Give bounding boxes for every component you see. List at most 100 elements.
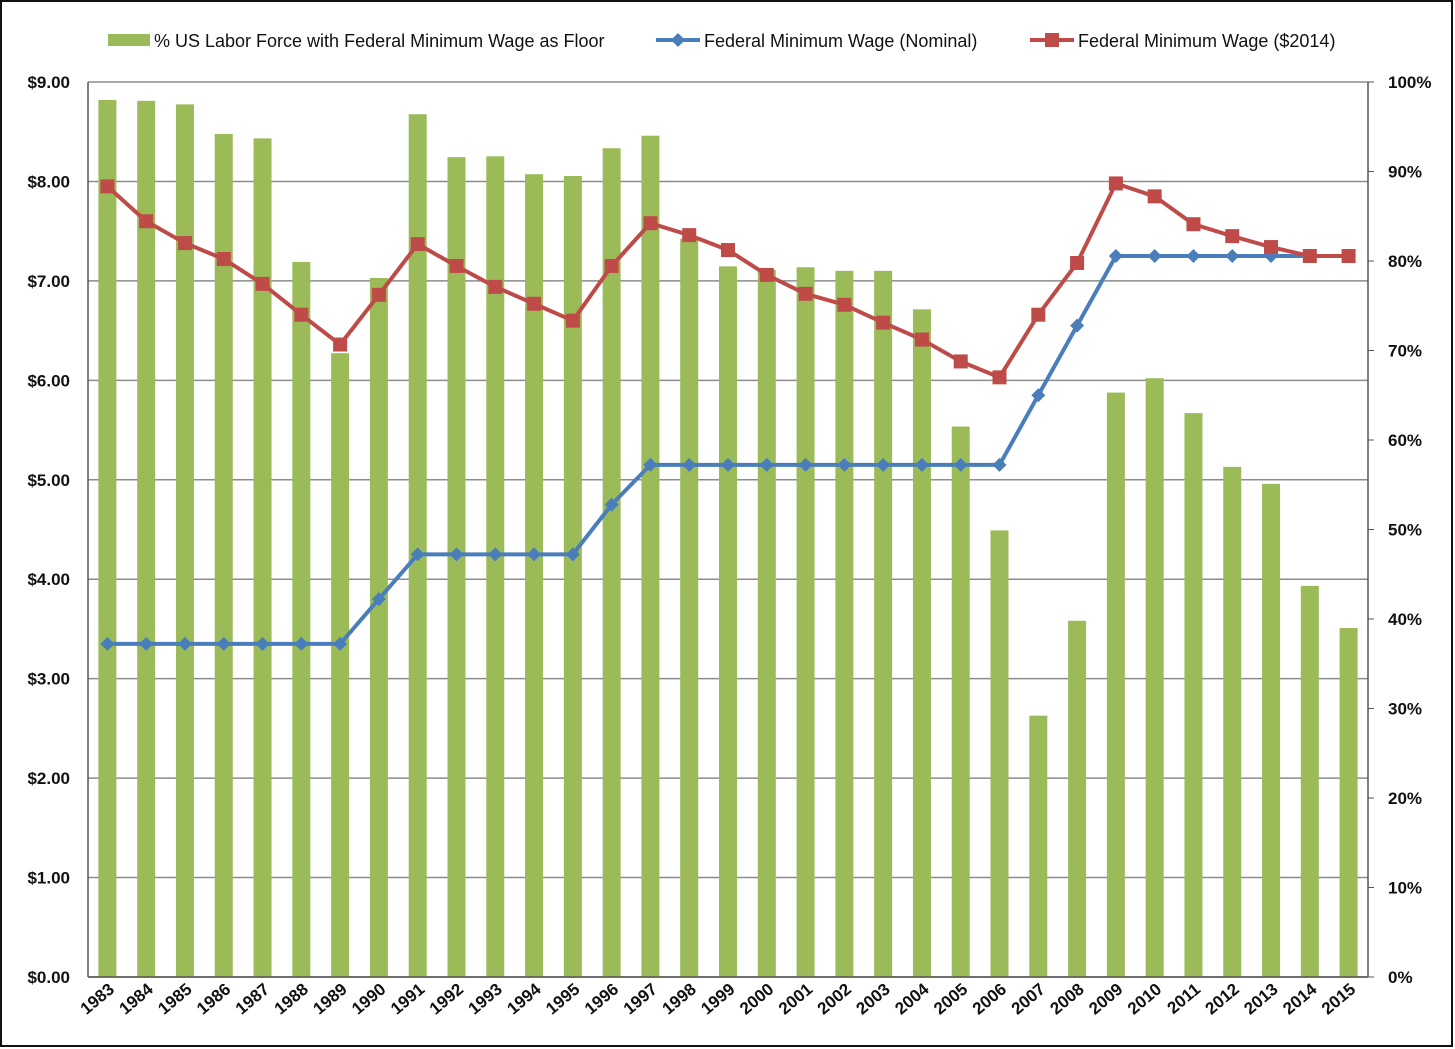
marker (565, 547, 580, 562)
y2-tick-label: 70% (1388, 342, 1422, 361)
bar (486, 156, 505, 977)
marker (1031, 388, 1046, 403)
legend-marker (1045, 33, 1059, 47)
x-tick-label: 2000 (736, 980, 777, 1019)
legend-swatch (108, 34, 150, 46)
marker (1147, 189, 1162, 204)
x-tick-label: 2009 (1085, 980, 1126, 1019)
marker (759, 457, 774, 472)
legend-label: Federal Minimum Wage ($2014) (1078, 31, 1335, 51)
marker (643, 216, 658, 231)
x-tick-label: 1988 (271, 980, 312, 1019)
x-tick-label: 2014 (1279, 979, 1321, 1018)
y2-tick-label: 60% (1388, 431, 1422, 450)
y-tick-label: $4.00 (27, 570, 70, 589)
marker (604, 258, 619, 273)
bar (175, 104, 194, 977)
marker (255, 276, 270, 291)
x-tick-label: 1999 (697, 980, 738, 1019)
y-tick-label: $1.00 (27, 869, 70, 888)
marker (177, 236, 192, 251)
marker (992, 370, 1007, 385)
marker (216, 252, 231, 267)
marker (1302, 249, 1317, 264)
marker (953, 354, 968, 369)
marker (294, 636, 309, 651)
bar (719, 266, 737, 977)
bar (1106, 392, 1125, 977)
marker (604, 497, 619, 512)
x-tick-label: 1987 (232, 980, 273, 1019)
marker (216, 636, 231, 651)
marker (953, 457, 968, 472)
y-tick-label: $6.00 (27, 371, 70, 390)
x-tick-label: 1991 (387, 980, 428, 1019)
bar (641, 135, 660, 977)
marker (139, 636, 154, 651)
x-tick-label: 1998 (659, 980, 700, 1019)
marker (410, 237, 425, 252)
bar (990, 530, 1009, 977)
x-tick-label: 1983 (77, 980, 118, 1019)
x-tick-label: 2002 (814, 980, 855, 1019)
bar (331, 353, 350, 977)
x-tick-label: 2012 (1202, 980, 1243, 1019)
marker (682, 228, 697, 243)
y-tick-label: $2.00 (27, 769, 70, 788)
marker (682, 457, 697, 472)
marker (1070, 255, 1085, 270)
marker (100, 179, 115, 194)
legend-label: % US Labor Force with Federal Minimum Wa… (154, 31, 604, 51)
x-tick-label: 1990 (348, 980, 389, 1019)
bar (447, 157, 466, 977)
marker (371, 592, 386, 607)
x-tick-label: 1993 (465, 980, 506, 1019)
marker (798, 457, 813, 472)
bar (408, 114, 427, 978)
y-tick-label: $3.00 (27, 670, 70, 689)
x-tick-label: 2007 (1008, 980, 1049, 1019)
legend-marker (671, 33, 685, 47)
y2-tick-label: 100% (1388, 73, 1431, 92)
marker (1070, 318, 1085, 333)
marker (914, 457, 929, 472)
marker (876, 457, 891, 472)
marker (565, 313, 580, 328)
marker (1108, 176, 1123, 191)
bar (1223, 466, 1242, 977)
x-tick-label: 1994 (503, 979, 545, 1018)
bar (796, 267, 815, 977)
x-tick-label: 1997 (620, 980, 661, 1019)
marker (837, 297, 852, 312)
bar (98, 99, 117, 977)
x-tick-label: 2011 (1164, 980, 1204, 1018)
x-tick-label: 2003 (853, 980, 894, 1019)
bar (1184, 413, 1203, 977)
bar (874, 270, 893, 978)
marker (1147, 249, 1162, 264)
marker (876, 315, 891, 330)
marker (1341, 249, 1356, 264)
marker (1186, 217, 1201, 232)
x-tick-label: 2010 (1124, 980, 1165, 1019)
marker (294, 307, 309, 322)
y-tick-label: $7.00 (27, 272, 70, 291)
bar (1300, 585, 1319, 977)
x-tick-label: 1989 (310, 980, 351, 1019)
y2-tick-label: 50% (1388, 521, 1422, 540)
x-tick-label: 2006 (969, 980, 1010, 1019)
marker (449, 547, 464, 562)
bar (680, 238, 699, 977)
marker (449, 258, 464, 273)
marker (992, 457, 1007, 472)
y2-tick-label: 80% (1388, 252, 1422, 271)
bar (214, 133, 233, 977)
marker (643, 457, 658, 472)
x-tick-label: 1986 (193, 980, 234, 1019)
x-tick-label: 1984 (116, 979, 158, 1018)
bar (912, 309, 931, 978)
x-tick-label: 1992 (426, 980, 467, 1019)
y-tick-label: $5.00 (27, 471, 70, 490)
marker (1225, 229, 1240, 244)
